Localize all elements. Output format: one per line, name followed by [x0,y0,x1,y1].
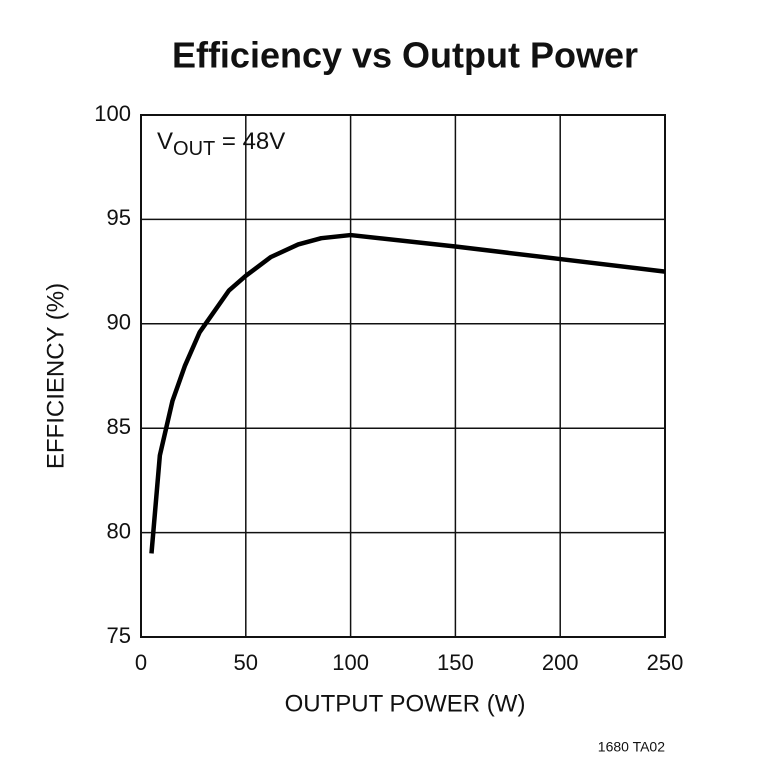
annotation-main: V [157,128,173,155]
y-tick-label: 100 [94,101,131,126]
annotation-rest: = 48V [215,128,285,155]
x-tick-label: 250 [647,650,684,675]
x-tick-label: 0 [135,650,147,675]
x-tick-label: 200 [542,650,579,675]
x-tick-label: 50 [234,650,258,675]
chart-title: Efficiency vs Output Power [172,35,638,76]
x-tick-label: 150 [437,650,474,675]
x-tick-label: 100 [332,650,369,675]
y-tick-label: 85 [107,414,131,439]
footnote: 1680 TA02 [598,739,665,755]
plot-frame [140,114,666,638]
y-tick-label: 80 [107,518,131,543]
data-line [149,232,666,554]
y-tick-label: 95 [107,205,131,230]
y-tick-label: 75 [107,623,131,648]
annotation-sub: OUT [173,138,215,160]
y-tick-label: 90 [107,310,131,335]
y-axis-label: EFFICIENCY (%) [42,283,69,469]
annotation: VOUT = 48V [157,128,285,160]
x-axis-label: OUTPUT POWER (W) [285,690,526,717]
